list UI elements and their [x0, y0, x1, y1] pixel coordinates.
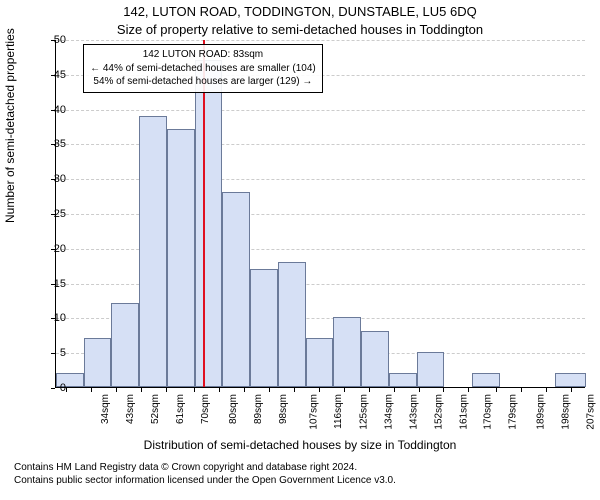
y-tick-mark	[51, 249, 55, 250]
x-tick-mark	[394, 388, 395, 392]
x-tick-label: 179sqm	[508, 394, 519, 430]
histogram-bar	[555, 373, 586, 387]
histogram-bar	[278, 262, 306, 387]
y-tick-mark	[51, 353, 55, 354]
x-tick-mark	[468, 388, 469, 392]
x-tick-mark	[443, 388, 444, 392]
x-tick-label: 134sqm	[383, 394, 394, 430]
x-tick-label: 198sqm	[561, 394, 572, 430]
x-tick-mark	[294, 388, 295, 392]
histogram-bar	[139, 116, 167, 387]
attribution-text: Contains HM Land Registry data © Crown c…	[14, 462, 586, 487]
histogram-bar	[306, 338, 334, 387]
x-tick-mark	[521, 388, 522, 392]
gridline-h	[56, 179, 585, 180]
x-tick-mark	[194, 388, 195, 392]
x-tick-label: 89sqm	[253, 394, 264, 424]
y-tick-mark	[51, 388, 55, 389]
x-tick-label: 170sqm	[483, 394, 494, 430]
annotation-box: 142 LUTON ROAD: 83sqm← 44% of semi-detac…	[83, 44, 323, 93]
y-tick-mark	[51, 75, 55, 76]
histogram-bar	[222, 192, 250, 387]
histogram-bar	[333, 317, 361, 387]
histogram-bar	[389, 373, 417, 387]
x-tick-mark	[91, 388, 92, 392]
gridline-h	[56, 144, 585, 145]
attribution-line1: Contains HM Land Registry data © Crown c…	[14, 462, 586, 475]
histogram-bar	[195, 60, 223, 387]
histogram-bar	[472, 373, 500, 387]
x-tick-mark	[66, 388, 67, 392]
gridline-h	[56, 214, 585, 215]
y-tick-mark	[51, 144, 55, 145]
x-tick-mark	[496, 388, 497, 392]
histogram-bar	[250, 269, 278, 387]
y-tick-mark	[51, 110, 55, 111]
histogram-bar	[417, 352, 445, 387]
x-tick-label: 107sqm	[308, 394, 319, 430]
gridline-h	[56, 110, 585, 111]
gridline-h	[56, 284, 585, 285]
x-tick-label: 143sqm	[408, 394, 419, 430]
histogram-bar	[167, 129, 195, 387]
y-axis-label: Number of semi-detached properties	[3, 28, 17, 223]
x-tick-mark	[419, 388, 420, 392]
x-tick-mark	[244, 388, 245, 392]
x-tick-label: 34sqm	[100, 394, 111, 424]
attribution-line2: Contains public sector information licen…	[14, 475, 586, 488]
x-tick-label: 61sqm	[175, 394, 186, 424]
x-tick-label: 43sqm	[125, 394, 136, 424]
page-title-line2: Size of property relative to semi-detach…	[0, 22, 600, 37]
gridline-h	[56, 249, 585, 250]
x-tick-label: 70sqm	[200, 394, 211, 424]
y-tick-mark	[51, 214, 55, 215]
x-tick-mark	[571, 388, 572, 392]
x-tick-label: 207sqm	[586, 394, 597, 430]
x-tick-mark	[219, 388, 220, 392]
x-tick-label: 116sqm	[332, 394, 343, 429]
x-axis-label: Distribution of semi-detached houses by …	[0, 438, 600, 452]
x-tick-label: 98sqm	[278, 394, 289, 424]
x-tick-mark	[344, 388, 345, 392]
x-tick-label: 80sqm	[228, 394, 239, 424]
x-tick-mark	[116, 388, 117, 392]
x-tick-mark	[546, 388, 547, 392]
x-tick-label: 161sqm	[458, 394, 469, 430]
x-tick-mark	[319, 388, 320, 392]
x-tick-mark	[369, 388, 370, 392]
x-tick-label: 152sqm	[433, 394, 444, 430]
histogram-bar	[111, 303, 139, 387]
y-tick-mark	[51, 318, 55, 319]
x-tick-mark	[166, 388, 167, 392]
histogram-bar	[84, 338, 112, 387]
y-tick-mark	[51, 179, 55, 180]
x-tick-label: 189sqm	[536, 394, 547, 430]
x-tick-label: 125sqm	[358, 394, 369, 430]
x-tick-mark	[269, 388, 270, 392]
x-tick-label: 52sqm	[150, 394, 161, 424]
y-tick-mark	[51, 284, 55, 285]
y-tick-mark	[51, 40, 55, 41]
page-title-line1: 142, LUTON ROAD, TODDINGTON, DUNSTABLE, …	[0, 4, 600, 19]
x-tick-mark	[141, 388, 142, 392]
histogram-bar	[361, 331, 389, 387]
annotation-line-3: 54% of semi-detached houses are larger (…	[90, 75, 316, 89]
annotation-line-2: ← 44% of semi-detached houses are smalle…	[90, 62, 316, 76]
histogram-plot-area: 142 LUTON ROAD: 83sqm← 44% of semi-detac…	[55, 40, 585, 388]
gridline-h	[56, 40, 585, 41]
annotation-line-1: 142 LUTON ROAD: 83sqm	[90, 48, 316, 62]
